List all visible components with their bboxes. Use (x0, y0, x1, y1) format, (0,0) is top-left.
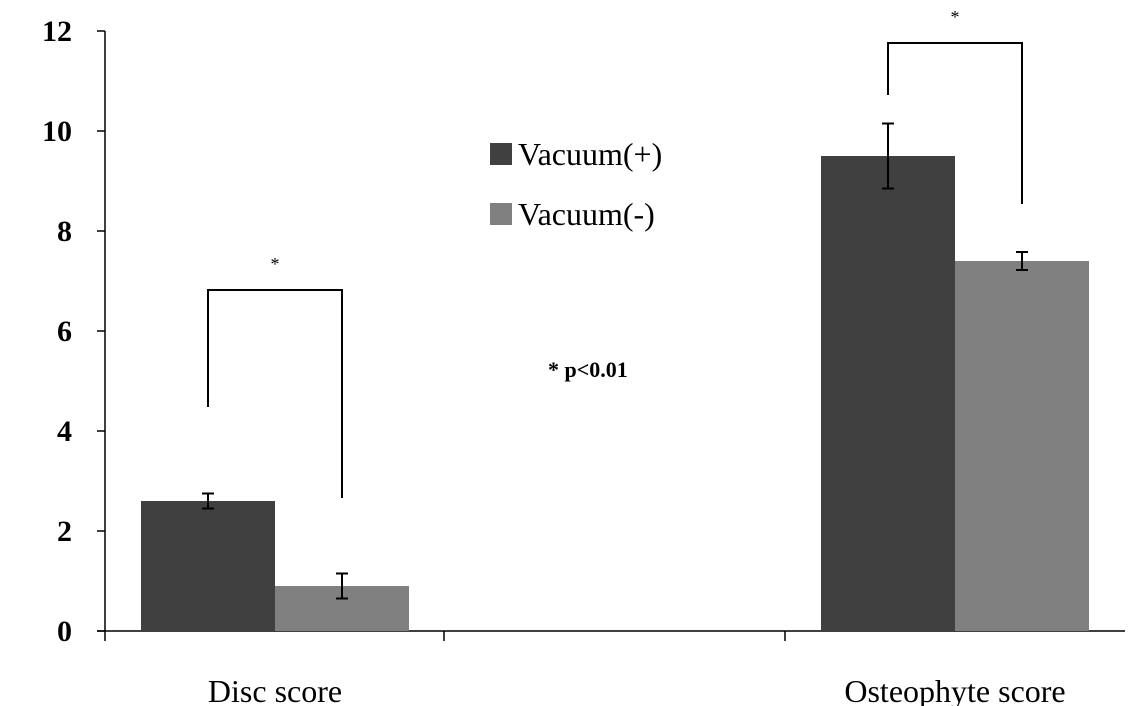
significance-bracket (887, 42, 1023, 204)
y-tick-label: 12 (42, 15, 72, 48)
y-tick-label: 0 (57, 615, 72, 648)
legend-swatch (490, 203, 512, 225)
category-label: Osteophyte score (844, 673, 1065, 706)
significance-bracket (207, 289, 343, 498)
p-value-note: * p<0.01 (548, 357, 628, 382)
y-tick-label: 2 (57, 515, 72, 548)
legend-label: Vacuum(+) (518, 136, 662, 172)
y-tick-label: 8 (57, 215, 72, 248)
legend-label: Vacuum(-) (518, 196, 655, 232)
legend-swatch (490, 143, 512, 165)
error-bars (202, 122, 1028, 600)
significance-brackets: ** (207, 7, 1023, 498)
significance-star: * (951, 7, 960, 27)
x-ticks (104, 631, 786, 641)
bar-vacuum-minus-osteophyte (955, 261, 1089, 631)
bar-vacuum-plus-disc (141, 501, 275, 631)
y-tick-label: 4 (57, 415, 72, 448)
legend: Vacuum(+) Vacuum(-) (490, 136, 662, 232)
category-labels: Disc score Osteophyte score (208, 673, 1066, 706)
y-ticks: 0 2 4 6 8 10 12 (42, 15, 105, 648)
y-tick-label: 10 (42, 115, 72, 148)
y-tick-label: 6 (57, 315, 72, 348)
bar-vacuum-plus-osteophyte (821, 156, 955, 631)
category-label: Disc score (208, 673, 342, 706)
significance-star: * (271, 254, 280, 274)
bars (141, 156, 1089, 631)
